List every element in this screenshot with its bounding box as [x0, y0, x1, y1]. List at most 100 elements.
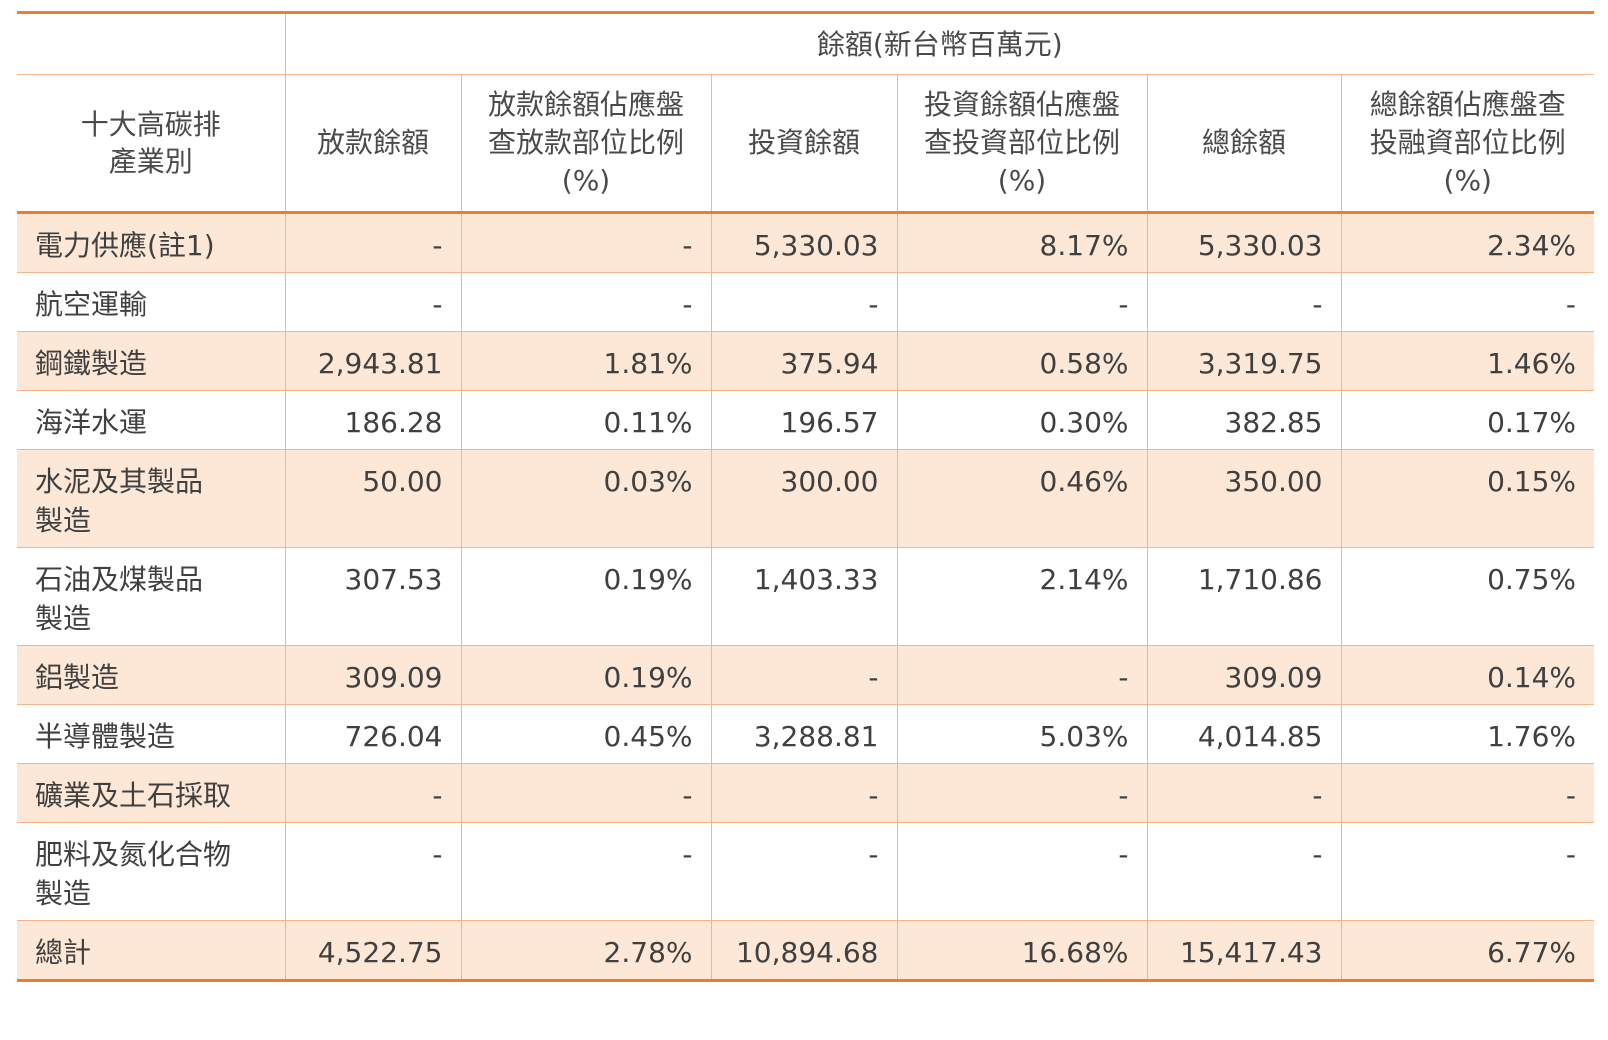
value-cell: 309.09: [1146, 645, 1342, 705]
industry-name: 半導體製造: [17, 704, 286, 764]
value-cell: -: [460, 822, 712, 921]
value-cell: 5,330.03: [1146, 212, 1342, 273]
value-cell: 1,710.86: [1146, 547, 1342, 646]
header-total-balance-text: 總餘額: [1201, 126, 1286, 159]
value-cell: 10,894.68: [710, 920, 898, 982]
value-cell: 300.00: [710, 449, 898, 548]
table-row: 鋼鐵製造 2,943.81 1.81% 375.94 0.58% 3,319.75 1.46…: [17, 331, 1595, 391]
industry-name: 電力供應(註1): [17, 212, 286, 273]
emissions-exposure-table: 餘額(新台幣百萬元) 十大高碳排 產業別 放款餘額 放款餘額佔應盤 查放款部位比例(…: [17, 11, 1595, 982]
value-cell: 0.19%: [460, 645, 712, 705]
value-cell: -: [460, 763, 712, 823]
table-container: 餘額(新台幣百萬元) 十大高碳排 產業別 放款餘額 放款餘額佔應盤 查放款部位比例(…: [17, 11, 1595, 982]
value-cell: 0.11%: [460, 390, 712, 450]
value-cell: -: [1146, 822, 1342, 921]
table-row: 肥料及氮化合物 製造 - - - - - -: [17, 822, 1595, 921]
value-cell: 5,330.03: [710, 212, 898, 273]
table-row: 電力供應(註1) - -5,330.03 8.17% 5,330.03 2.34%: [17, 212, 1595, 273]
value-cell: 1.81%: [460, 331, 712, 391]
value-cell: 726.04: [284, 704, 462, 764]
header-corner: [17, 11, 286, 75]
value-cell: -: [1146, 763, 1342, 823]
table-row: 海洋水運 186.28 0.11% 196.57 0.30% 382.85 0.17%: [17, 390, 1595, 450]
header-investment-balance-text: 投資餘額: [747, 126, 860, 159]
value-cell: 0.15%: [1340, 449, 1595, 548]
table-row: 礦業及土石採取 - - - - - -: [17, 763, 1595, 823]
table-row: 鋁製造 309.09 0.19% - -309.09 0.14%: [17, 645, 1595, 705]
header-industry-text: 十大高碳排 產業別: [80, 108, 221, 178]
value-cell: 309.09: [284, 645, 462, 705]
value-cell: -: [284, 212, 462, 273]
value-cell: -: [896, 272, 1148, 332]
industry-name: 鋁製造: [17, 645, 286, 705]
total-row: 總計 4,522.75 2.78% 10,894.68 16.68% 15,417.43 6…: [17, 920, 1595, 982]
value-cell: 375.94: [710, 331, 898, 391]
industry-name: 石油及煤製品 製造: [17, 547, 286, 646]
industry-name: 航空運輸: [17, 272, 286, 332]
table-body: 電力供應(註1) - -5,330.03 8.17% 5,330.03 2.34% 航空運輸…: [17, 212, 1595, 982]
header-row-columns: 十大高碳排 產業別 放款餘額 放款餘額佔應盤 查放款部位比例 (%) 投資餘額 投資餘…: [17, 74, 1595, 214]
value-cell: -: [1340, 272, 1595, 332]
total-label: 總計: [17, 920, 286, 982]
value-cell: 0.46%: [896, 449, 1148, 548]
value-cell: 0.58%: [896, 331, 1148, 391]
header-total-ratio: 總餘額佔應盤查 投融資部位比例 (%): [1340, 74, 1595, 214]
value-cell: 4,014.85: [1146, 704, 1342, 764]
value-cell: -: [1340, 822, 1595, 921]
header-loan-ratio-text: 放款餘額佔應盤 查放款部位比例 (%): [487, 88, 684, 197]
value-cell: 3,319.75: [1146, 331, 1342, 391]
value-cell: 8.17%: [896, 212, 1148, 273]
value-cell: 4,522.75: [284, 920, 462, 982]
header-investment-ratio: 投資餘額佔應盤 查投資部位比例 (%): [896, 74, 1148, 214]
value-cell: 186.28: [284, 390, 462, 450]
value-cell: -: [460, 212, 712, 273]
header-loan-ratio: 放款餘額佔應盤 查放款部位比例 (%): [460, 74, 712, 214]
value-cell: 16.68%: [896, 920, 1148, 982]
header-total-ratio-text: 總餘額佔應盤查 投融資部位比例 (%): [1369, 88, 1566, 197]
value-cell: -: [896, 822, 1148, 921]
value-cell: 6.77%: [1340, 920, 1595, 982]
value-cell: -: [460, 272, 712, 332]
value-cell: 1.46%: [1340, 331, 1595, 391]
industry-name: 肥料及氮化合物 製造: [17, 822, 286, 921]
value-cell: 50.00: [284, 449, 462, 548]
value-cell: -: [710, 822, 898, 921]
value-cell: 382.85: [1146, 390, 1342, 450]
value-cell: -: [896, 645, 1148, 705]
value-cell: 307.53: [284, 547, 462, 646]
table-row: 航空運輸 - - - - - -: [17, 272, 1595, 332]
header-industry: 十大高碳排 產業別: [17, 74, 286, 214]
header-balance-group: 餘額(新台幣百萬元): [284, 11, 1595, 75]
value-cell: 15,417.43: [1146, 920, 1342, 982]
header-row-top: 餘額(新台幣百萬元): [17, 11, 1595, 75]
value-cell: -: [284, 763, 462, 823]
table-row: 石油及煤製品 製造 307.53 0.19% 1,403.33 2.14% 1,710.86…: [17, 547, 1595, 646]
value-cell: 0.03%: [460, 449, 712, 548]
header-total-balance: 總餘額: [1146, 74, 1342, 214]
value-cell: -: [1146, 272, 1342, 332]
value-cell: 0.75%: [1340, 547, 1595, 646]
value-cell: 2.34%: [1340, 212, 1595, 273]
value-cell: -: [710, 272, 898, 332]
table-row: 半導體製造 726.04 0.45% 3,288.81 5.03% 4,014.85 1.7…: [17, 704, 1595, 764]
value-cell: 2,943.81: [284, 331, 462, 391]
value-cell: 0.45%: [460, 704, 712, 764]
value-cell: 2.78%: [460, 920, 712, 982]
value-cell: 5.03%: [896, 704, 1148, 764]
industry-name: 海洋水運: [17, 390, 286, 450]
header-loan-balance: 放款餘額: [284, 74, 462, 214]
value-cell: -: [284, 822, 462, 921]
value-cell: 0.14%: [1340, 645, 1595, 705]
value-cell: -: [896, 763, 1148, 823]
value-cell: 1,403.33: [710, 547, 898, 646]
value-cell: 0.30%: [896, 390, 1148, 450]
value-cell: 1.76%: [1340, 704, 1595, 764]
value-cell: 196.57: [710, 390, 898, 450]
header-loan-balance-text: 放款餘額: [316, 126, 429, 159]
value-cell: -: [284, 272, 462, 332]
value-cell: -: [710, 763, 898, 823]
industry-name: 鋼鐵製造: [17, 331, 286, 391]
industry-name: 礦業及土石採取: [17, 763, 286, 823]
header-investment-balance: 投資餘額: [710, 74, 898, 214]
table-row: 水泥及其製品 製造 50.00 0.03% 300.00 0.46% 350.00 0.15%: [17, 449, 1595, 548]
